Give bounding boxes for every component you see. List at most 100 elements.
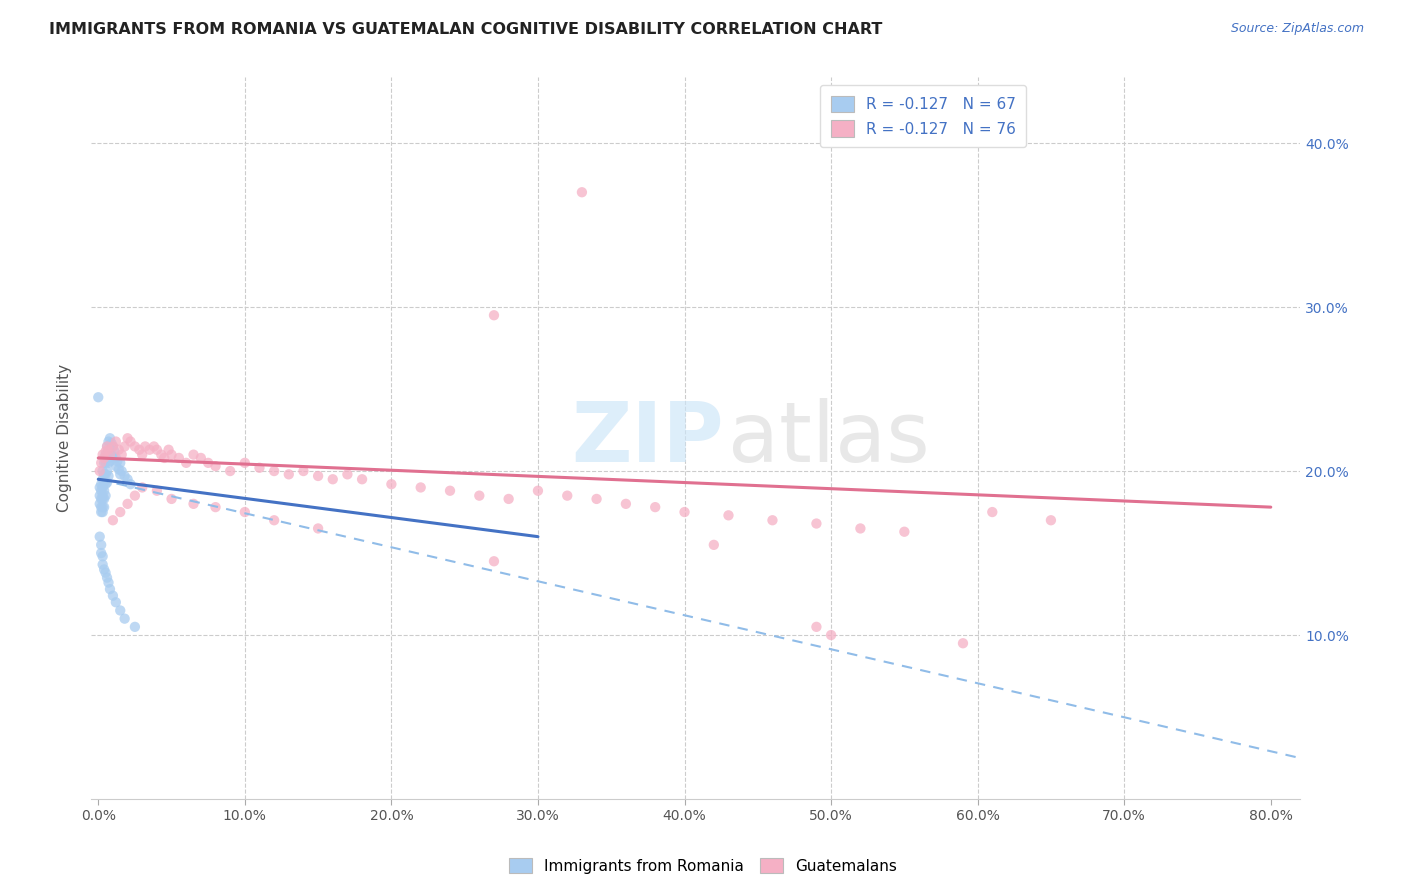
Point <box>806 620 828 634</box>
Point <box>380 477 402 491</box>
Point <box>585 491 607 506</box>
Point <box>100 448 122 462</box>
Point <box>336 467 359 482</box>
Point <box>104 459 127 474</box>
Point <box>97 442 120 457</box>
Point <box>717 508 740 523</box>
Point <box>96 475 118 490</box>
Point <box>197 456 219 470</box>
Point <box>277 467 299 482</box>
Point <box>124 620 146 634</box>
Point <box>91 500 114 515</box>
Point <box>233 456 256 470</box>
Point <box>98 454 121 468</box>
Text: Source: ZipAtlas.com: Source: ZipAtlas.com <box>1230 22 1364 36</box>
Point <box>110 467 132 482</box>
Point <box>93 450 115 465</box>
Point <box>1039 513 1062 527</box>
Point <box>98 431 121 445</box>
Point <box>142 440 165 454</box>
Point <box>104 434 127 449</box>
Point <box>482 554 505 568</box>
Point <box>114 469 136 483</box>
Point <box>124 489 146 503</box>
Point <box>174 456 197 470</box>
Point <box>183 497 205 511</box>
Point <box>482 308 505 322</box>
Point <box>190 450 212 465</box>
Point <box>97 456 120 470</box>
Point <box>117 497 139 511</box>
Point <box>104 595 127 609</box>
Point <box>91 472 114 486</box>
Point <box>124 440 146 454</box>
Point <box>91 505 114 519</box>
Point <box>114 612 136 626</box>
Point <box>94 477 117 491</box>
Point <box>292 464 315 478</box>
Point <box>128 442 150 457</box>
Point <box>110 456 132 470</box>
Point <box>153 450 176 465</box>
Point <box>103 444 125 458</box>
Point <box>107 442 129 457</box>
Y-axis label: Cognitive Disability: Cognitive Disability <box>58 364 72 512</box>
Point <box>131 448 153 462</box>
Point <box>97 469 120 483</box>
Point <box>96 440 118 454</box>
Point <box>89 530 111 544</box>
Point <box>107 462 129 476</box>
Point <box>104 450 127 465</box>
Point <box>90 500 112 515</box>
Point <box>146 442 169 457</box>
Point <box>91 549 114 564</box>
Text: ZIP: ZIP <box>571 398 724 479</box>
Point <box>94 489 117 503</box>
Point <box>94 566 117 580</box>
Point <box>90 491 112 506</box>
Point <box>820 628 842 642</box>
Point <box>157 442 180 457</box>
Point <box>94 467 117 482</box>
Text: IMMIGRANTS FROM ROMANIA VS GUATEMALAN COGNITIVE DISABILITY CORRELATION CHART: IMMIGRANTS FROM ROMANIA VS GUATEMALAN CO… <box>49 22 883 37</box>
Point <box>204 459 226 474</box>
Point <box>94 456 117 470</box>
Point <box>96 571 118 585</box>
Point <box>90 505 112 519</box>
Point <box>527 483 550 498</box>
Point <box>204 500 226 515</box>
Point <box>97 434 120 449</box>
Point <box>111 448 134 462</box>
Point <box>98 582 121 596</box>
Point <box>93 562 115 576</box>
Point <box>114 440 136 454</box>
Point <box>219 464 242 478</box>
Point <box>233 505 256 519</box>
Point <box>87 390 110 404</box>
Point <box>138 442 160 457</box>
Point <box>150 448 173 462</box>
Point <box>322 472 344 486</box>
Point <box>703 538 725 552</box>
Point <box>498 491 520 506</box>
Point <box>981 505 1004 519</box>
Point <box>131 480 153 494</box>
Point <box>614 497 637 511</box>
Point <box>101 440 124 454</box>
Point <box>117 431 139 445</box>
Point <box>117 472 139 486</box>
Point <box>134 440 156 454</box>
Point <box>93 467 115 482</box>
Point <box>90 483 112 498</box>
Point <box>160 491 183 506</box>
Point <box>146 483 169 498</box>
Point <box>93 500 115 515</box>
Point <box>90 538 112 552</box>
Text: atlas: atlas <box>728 398 929 479</box>
Point <box>93 456 115 470</box>
Point <box>93 483 115 498</box>
Point <box>97 575 120 590</box>
Point <box>101 589 124 603</box>
Point <box>110 603 132 617</box>
Point <box>89 480 111 494</box>
